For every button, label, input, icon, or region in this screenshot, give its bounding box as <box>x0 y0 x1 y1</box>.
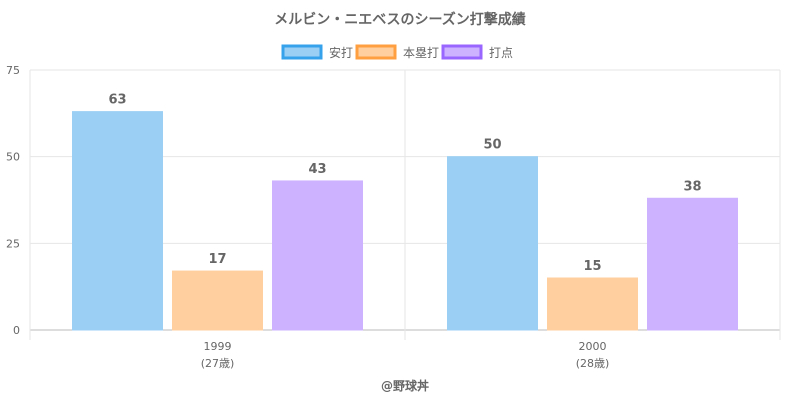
legend: 安打 本塁打 打点 <box>281 44 513 60</box>
axes: 1999 (27歳) 2000 (28歳) <box>29 70 781 370</box>
x-tick-label: 2000 <box>579 340 607 353</box>
data-label: 43 <box>308 162 326 177</box>
y-tick-label: 25 <box>6 237 20 250</box>
data-labels: 63 17 43 50 15 38 <box>108 93 701 274</box>
bar <box>447 156 538 331</box>
x-tick-sublabel: (27歳) <box>201 357 235 370</box>
y-tick-label: 50 <box>6 151 20 164</box>
data-label: 63 <box>108 93 126 108</box>
legend-label: 打点 <box>489 46 513 60</box>
chart-title: メルビン・ニエベスのシーズン打撃成績 <box>274 11 526 28</box>
bar <box>72 111 163 331</box>
bars <box>72 111 738 331</box>
legend-label: 本塁打 <box>403 46 439 60</box>
y-tick-label: 75 <box>6 64 20 77</box>
x-tick-sublabel: (28歳) <box>576 357 610 370</box>
legend-swatch <box>355 44 397 60</box>
data-label: 50 <box>483 138 501 153</box>
x-tick-label: 1999 <box>204 340 232 353</box>
data-label: 38 <box>683 179 701 194</box>
bar <box>272 180 363 331</box>
credit-text: @野球丼 <box>381 378 429 393</box>
data-label: 15 <box>583 259 601 274</box>
bar <box>647 197 738 331</box>
y-tick-label: 0 <box>13 324 20 337</box>
legend-swatch <box>441 44 483 60</box>
legend-swatch <box>281 44 323 60</box>
bar <box>547 277 638 331</box>
data-label: 17 <box>208 252 226 267</box>
legend-label: 安打 <box>329 45 353 60</box>
bar <box>172 270 263 331</box>
